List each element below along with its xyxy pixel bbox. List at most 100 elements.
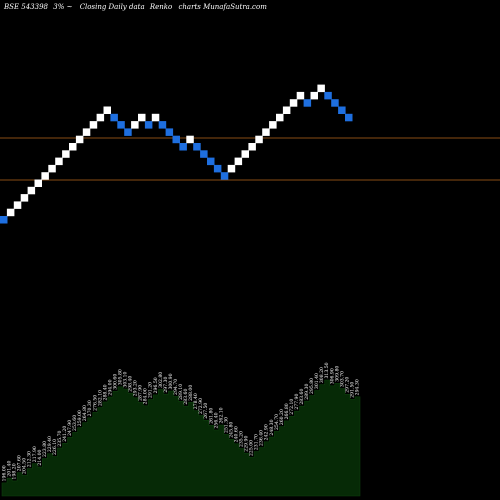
volume-label: 225.00 (249, 440, 255, 456)
volume-label: 201.40 (7, 460, 13, 476)
renko-brick-up (69, 143, 77, 151)
volume-label: 289.30 (304, 384, 310, 400)
volume-label: 297.30 (163, 377, 169, 393)
volume-label: 294.70 (173, 379, 179, 395)
renko-brick-up (151, 113, 160, 122)
renko-brick-down (144, 121, 153, 129)
volume-label: 245.80 (228, 422, 234, 438)
volume-label: 305.80 (118, 369, 124, 385)
volume-label: 297.20 (344, 377, 350, 393)
volume-label: 303.70 (339, 371, 345, 387)
volume-label: 302.80 (158, 372, 164, 388)
volume-label: 248.30 (269, 419, 275, 435)
volume-label: 204.50 (22, 458, 28, 474)
volume-label: 231.70 (254, 434, 260, 450)
volume-label: 229.90 (244, 436, 250, 452)
renko-brick-up (131, 121, 139, 129)
volume-label: 214.00 (37, 449, 43, 465)
renko-brick-up (20, 194, 29, 202)
volume-label: 217.90 (32, 446, 38, 462)
renko-brick-down (165, 128, 174, 136)
renko-brick-up (276, 113, 284, 122)
volume-label: 288.00 (188, 385, 194, 401)
renko-brick-up (241, 150, 249, 158)
volume-label: 267.50 (203, 403, 209, 419)
volume-label: 278.40 (193, 393, 199, 409)
renko-brick-up (48, 164, 56, 173)
renko-brick-down (200, 150, 208, 158)
volume-label: 303.10 (123, 371, 129, 387)
volume-label: 298.40 (128, 376, 134, 392)
volume-label: 196.00 (2, 465, 8, 481)
volume-label: 282.10 (97, 390, 103, 406)
volume-label: 241.20 (62, 426, 68, 442)
volume-label: 277.90 (294, 394, 300, 410)
volume-label: 251.30 (223, 417, 229, 433)
renko-brick-up (41, 172, 49, 180)
renko-brick-down (331, 99, 339, 107)
renko-brick-up (55, 157, 63, 166)
header-code: BSE 543398 (3, 3, 49, 11)
renko-brick-down (193, 143, 201, 151)
volume-label: 283.60 (183, 389, 189, 405)
renko-brick-up (317, 84, 325, 93)
renko-brick-up (255, 135, 263, 144)
renko-brick-up (13, 201, 22, 209)
volume-label: 212.30 (27, 451, 33, 467)
renko-brick-up (186, 135, 194, 144)
renko-brick-up (6, 208, 15, 217)
renko-brick-down (338, 106, 346, 114)
volume-area-shape (1, 379, 361, 497)
renko-brick-down (172, 135, 180, 144)
renko-brick-down (345, 113, 353, 122)
renko-brick-down (213, 164, 222, 173)
renko-brick-up (248, 143, 256, 151)
renko-brick-up (82, 128, 91, 136)
volume-label: 293.20 (133, 380, 139, 396)
renko-brick-down (117, 121, 125, 129)
volume-label: 296.50 (153, 377, 159, 393)
renko-brick-up (89, 121, 98, 129)
volume-label: 207.60 (17, 455, 23, 471)
volume-label: 308.20 (319, 367, 325, 383)
volume-label: 309.80 (334, 366, 340, 382)
renko-brick-up (75, 135, 84, 144)
volume-label: 287.90 (138, 385, 144, 401)
renko-brick-up (227, 164, 236, 173)
renko-bricks (0, 84, 353, 224)
volume-label: 266.80 (284, 403, 290, 419)
volume-label: 198.20 (12, 463, 18, 479)
volume-label: 306.90 (329, 368, 335, 384)
renko-brick-down (207, 157, 215, 166)
renko-brick-down (124, 128, 132, 136)
renko-brick-up (269, 121, 277, 129)
volume-label: 301.40 (314, 373, 320, 389)
renko-brick-up (96, 113, 105, 122)
renko-brick-up (296, 91, 305, 100)
renko-brick-down (179, 143, 187, 151)
volume-label: 235.20 (239, 431, 245, 447)
volume-label: 272.10 (289, 399, 295, 415)
volume-label: 291.20 (148, 382, 154, 398)
renko-brick-down (324, 91, 332, 100)
volume-label: 261.80 (208, 408, 214, 424)
volume-label: 272.90 (198, 398, 204, 414)
renko-brick-up (310, 91, 318, 100)
volume-label: 294.30 (354, 379, 360, 395)
volume-label: 260.20 (279, 409, 285, 425)
volume-label: 270.30 (87, 400, 93, 416)
renko-brick-up (138, 113, 146, 122)
renko-brick-down (110, 113, 118, 122)
volume-label: 288.40 (102, 384, 108, 400)
volume-label: 262.10 (218, 407, 224, 423)
header-chart-kind: Renko (149, 3, 172, 11)
volume-label: 229.40 (47, 436, 53, 452)
volume-label: 300.60 (112, 374, 118, 390)
volume-label: 295.80 (309, 378, 315, 394)
header-step: 3% (53, 3, 64, 11)
volume-label: 300.90 (168, 373, 174, 389)
volume-label: 226.10 (52, 439, 58, 455)
